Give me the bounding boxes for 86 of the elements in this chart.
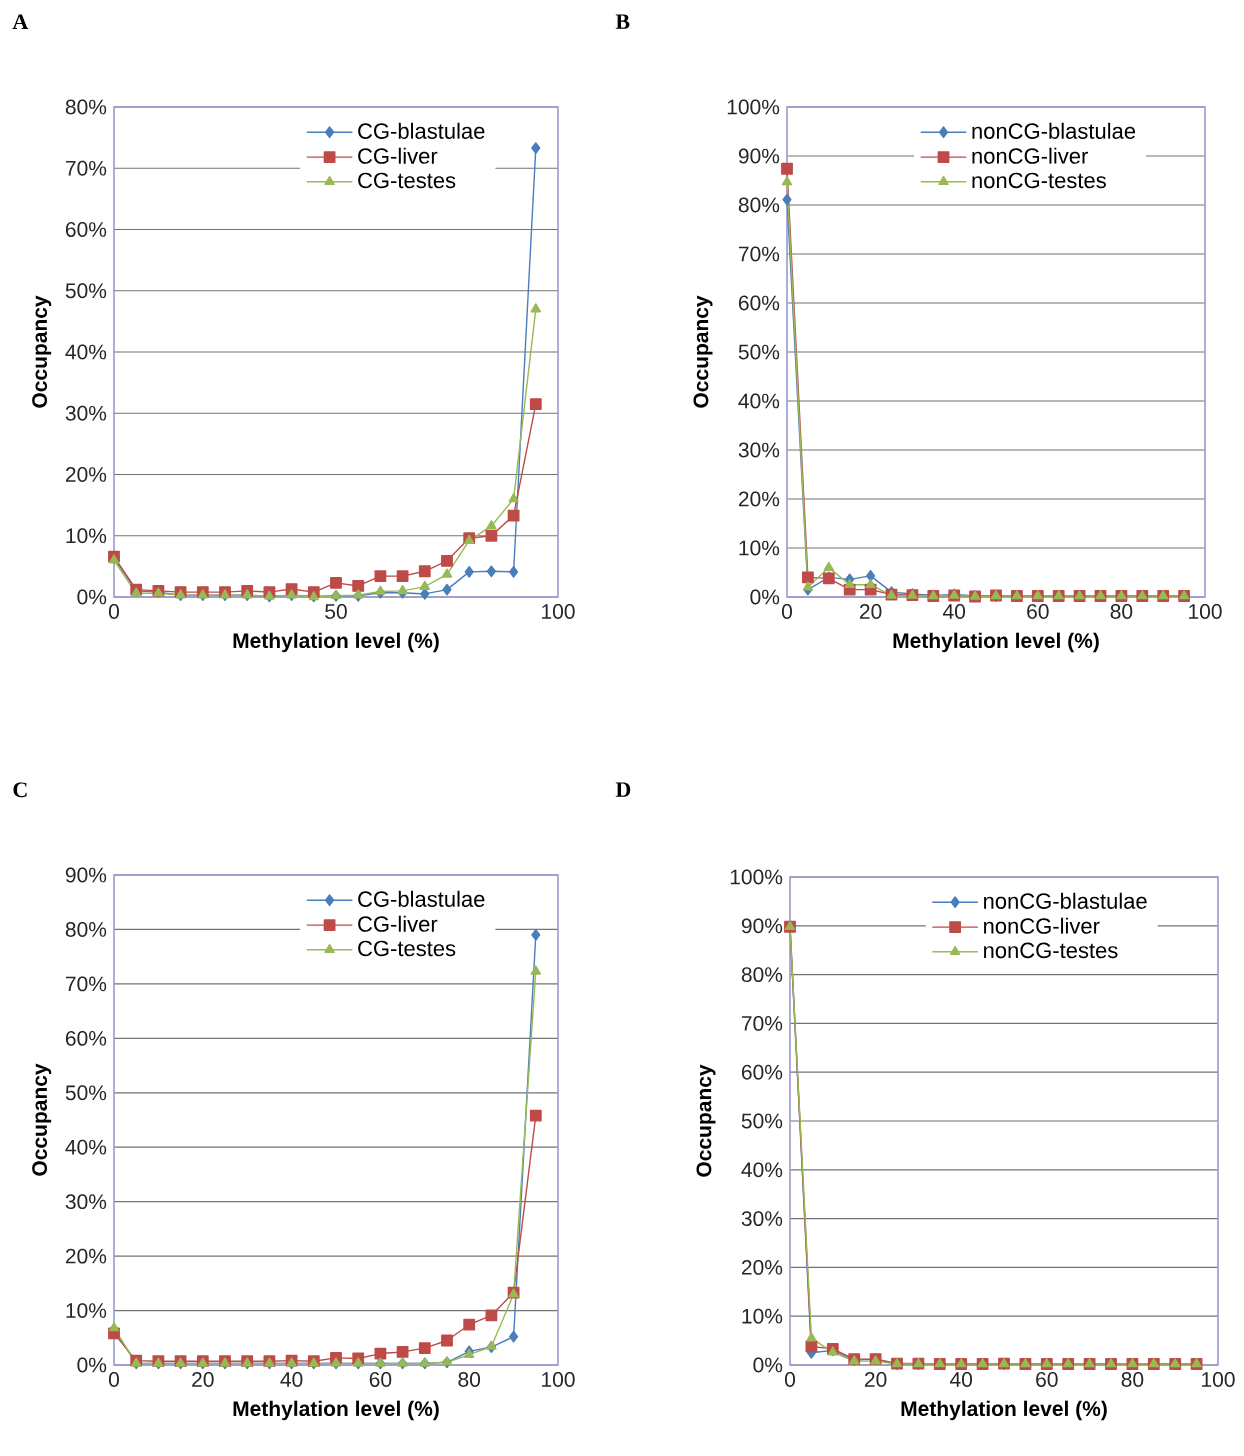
y-tick-label: 40% [738, 393, 780, 409]
y-tick-label: 70% [65, 976, 107, 992]
legend-label: nonCG-blastulae [984, 892, 1147, 909]
x-tick-label: 100 [542, 604, 575, 619]
y-tick-label: 70% [65, 160, 107, 176]
x-tick-label: 60 [1027, 604, 1049, 619]
x-axis-title: Methylation level (%) [233, 632, 439, 653]
y-tick-label: 0% [753, 1357, 783, 1373]
y-tick-label: 60% [741, 1064, 783, 1080]
x-tick-label: 0 [781, 604, 793, 619]
y-tick-label: 100% [727, 99, 780, 115]
legend-label: CG-blastulae [358, 890, 485, 907]
legend-label: CG-testes [358, 172, 456, 189]
y-axis-title: Occupancy [696, 1064, 716, 1177]
legend-label: CG-testes [358, 940, 456, 957]
x-tick-label: 100 [542, 1372, 575, 1387]
chart-title: D [615, 782, 631, 797]
legend-label: nonCG-liver [984, 917, 1100, 934]
y-tick-label: 10% [66, 528, 107, 544]
y-tick-label: 40% [65, 1139, 107, 1155]
y-tick-label: 70% [741, 1015, 783, 1031]
y-tick-label: 50% [738, 344, 780, 360]
y-tick-label: 80% [65, 922, 107, 937]
y-tick-label: 100% [730, 869, 783, 885]
y-tick-label: 30% [741, 1211, 783, 1227]
y-tick-label: 30% [65, 1194, 107, 1210]
y-axis-title: Occupancy [32, 295, 52, 408]
x-tick-label: 20 [192, 1372, 214, 1387]
x-axis-title: Methylation level (%) [901, 1400, 1107, 1421]
chart-title: C [13, 782, 27, 798]
y-tick-label: 20% [741, 1259, 783, 1275]
y-tick-label: 0% [77, 1357, 107, 1373]
chart-title: B [615, 14, 630, 29]
y-tick-label: 90% [741, 918, 783, 934]
x-tick-label: 50 [325, 604, 347, 619]
legend-label: CG-blastulae [358, 122, 485, 139]
x-tick-label: 20 [859, 604, 882, 619]
y-tick-label: 10% [742, 1308, 783, 1324]
x-tick-label: 20 [864, 1372, 887, 1387]
y-tick-label: 90% [65, 867, 107, 883]
y-tick-label: 30% [738, 442, 780, 458]
y-tick-label: 50% [65, 283, 107, 299]
y-tick-label: 70% [738, 246, 780, 262]
legend-label: CG-liver [358, 915, 438, 932]
x-tick-label: 0 [784, 1372, 796, 1387]
y-tick-label: 20% [65, 1248, 107, 1264]
x-axis-title: Methylation level (%) [893, 632, 1099, 653]
chart-title: A [12, 14, 29, 29]
x-tick-label: 100 [1202, 1372, 1235, 1387]
x-tick-label: 0 [108, 604, 120, 619]
y-tick-label: 0% [77, 589, 107, 605]
y-tick-label: 30% [65, 405, 107, 421]
y-axis-title: Occupancy [32, 1063, 52, 1176]
y-tick-label: 80% [738, 197, 780, 213]
y-tick-label: 90% [738, 148, 780, 164]
x-tick-label: 80 [458, 1372, 481, 1387]
y-tick-label: 20% [738, 491, 780, 507]
y-axis-title: Occupancy [693, 295, 713, 408]
y-tick-label: 60% [65, 222, 107, 237]
legend-label: CG-liver [358, 147, 438, 164]
y-tick-label: 60% [65, 1030, 107, 1046]
y-tick-label: 80% [741, 967, 783, 983]
y-tick-label: 10% [739, 540, 780, 556]
x-tick-label: 60 [1036, 1372, 1058, 1387]
x-axis-title: Methylation level (%) [233, 1400, 439, 1421]
y-tick-label: 0% [750, 589, 780, 605]
y-tick-label: 60% [738, 295, 780, 311]
legend-label: nonCG-liver [972, 147, 1088, 164]
x-tick-label: 100 [1189, 604, 1222, 619]
x-tick-label: 60 [369, 1372, 392, 1387]
x-tick-label: 40 [950, 1372, 973, 1387]
y-tick-label: 20% [65, 467, 107, 482]
x-tick-label: 80 [1110, 604, 1133, 619]
y-tick-label: 40% [741, 1162, 783, 1178]
legend-label: nonCG-testes [972, 172, 1106, 189]
y-tick-label: 80% [65, 99, 107, 115]
x-tick-label: 40 [943, 604, 966, 619]
y-tick-label: 50% [65, 1085, 107, 1101]
legend-label: nonCG-blastulae [972, 122, 1136, 139]
y-tick-label: 50% [741, 1113, 783, 1129]
x-tick-label: 80 [1121, 1372, 1144, 1387]
y-tick-label: 10% [66, 1303, 107, 1318]
x-tick-label: 40 [280, 1372, 303, 1387]
y-tick-label: 40% [65, 344, 107, 360]
legend-label: nonCG-testes [984, 942, 1118, 959]
x-tick-label: 0 [108, 1372, 120, 1387]
